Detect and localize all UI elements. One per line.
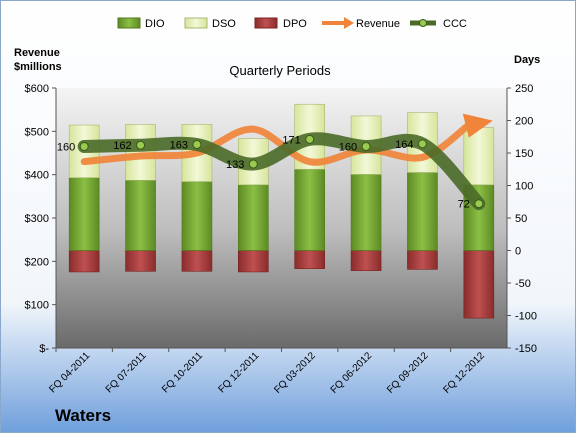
ccc-data-label: 164 [395,139,413,151]
legend-label-ccc: CCC [443,18,467,30]
ccc-point [417,139,427,149]
ccc-point [248,159,258,169]
chart-title: Quarterly Periods [229,63,331,78]
plot-area [56,88,507,348]
bar-dio [407,172,438,251]
right-tick-label: 150 [515,148,533,160]
bar-dpo [125,250,156,272]
left-tick-label: $100 [25,300,49,312]
right-tick-label: -150 [515,343,537,355]
legend-label-revenue: Revenue [356,18,400,30]
company-name: Waters [55,406,111,425]
left-tick-label: $300 [25,213,49,225]
left-tick-label: $200 [25,256,49,268]
ccc-data-label: 171 [282,134,300,146]
right-tick-label: 100 [515,181,533,193]
bar-dpo [181,250,213,272]
bar-dpo [294,250,325,270]
right-tick-label: 0 [515,246,521,258]
legend-swatch-dso [184,17,208,29]
right-axis: 250 200 150 100 50 0 -50 -100 -150 [506,83,537,355]
left-axis: $600 $500 $400 $300 $200 $100 $- [25,83,57,355]
legend-label-dio: DIO [145,18,165,30]
right-tick-label: 250 [515,83,533,95]
ccc-point [79,142,89,151]
ccc-line: 160 162 163 133 171 160 164 72 [57,132,486,211]
left-tick-label: $600 [25,83,49,95]
legend-arrow-revenue [344,17,354,29]
ccc-point [361,142,371,151]
bar-dio [238,184,269,251]
left-tick-label: $500 [25,126,49,138]
revenue-arrowhead [462,113,493,138]
left-tick-label: $400 [25,170,49,182]
bar-dpo [350,250,382,271]
left-axis-title-line2: $millions [14,61,62,73]
bar-dpo [407,250,438,270]
bar-dpo [463,250,495,319]
ccc-data-label: 163 [170,140,188,152]
bar-dio [68,177,100,251]
legend-label-dso: DSO [212,18,236,30]
left-tick-label: $- [39,343,49,355]
ccc-data-label: 160 [57,142,75,154]
ccc-data-label: 162 [113,140,131,152]
right-axis-title: Days [514,54,540,66]
right-tick-label: -100 [515,311,537,323]
bar-dpo [68,250,100,273]
bar-dio [350,174,382,251]
ccc-point [305,134,315,144]
ccc-data-label: 160 [339,142,357,154]
ccc-data-label: 133 [226,159,244,171]
bar-dio [294,168,325,251]
bar-dio [125,180,156,251]
bar-dso [463,127,495,186]
ccc-point [136,140,146,150]
legend: DIO DSO DPO Revenue CCC [117,17,467,30]
revenue-line [80,113,493,166]
legend-label-dpo: DPO [283,18,307,30]
ccc-point [474,199,484,209]
bar-dio [181,181,213,251]
left-axis-title-line1: Revenue [14,47,60,59]
legend-swatch-dpo [254,17,278,29]
bar-dpo [238,250,269,273]
ccc-data-label: 72 [458,199,470,211]
legend-marker-ccc [419,19,427,27]
legend-swatch-dio [117,17,141,29]
right-tick-label: 200 [515,116,533,128]
right-tick-label: 50 [515,213,527,225]
right-tick-label: -50 [515,278,531,290]
ccc-point [192,140,202,150]
revenue-line-path [80,123,471,166]
